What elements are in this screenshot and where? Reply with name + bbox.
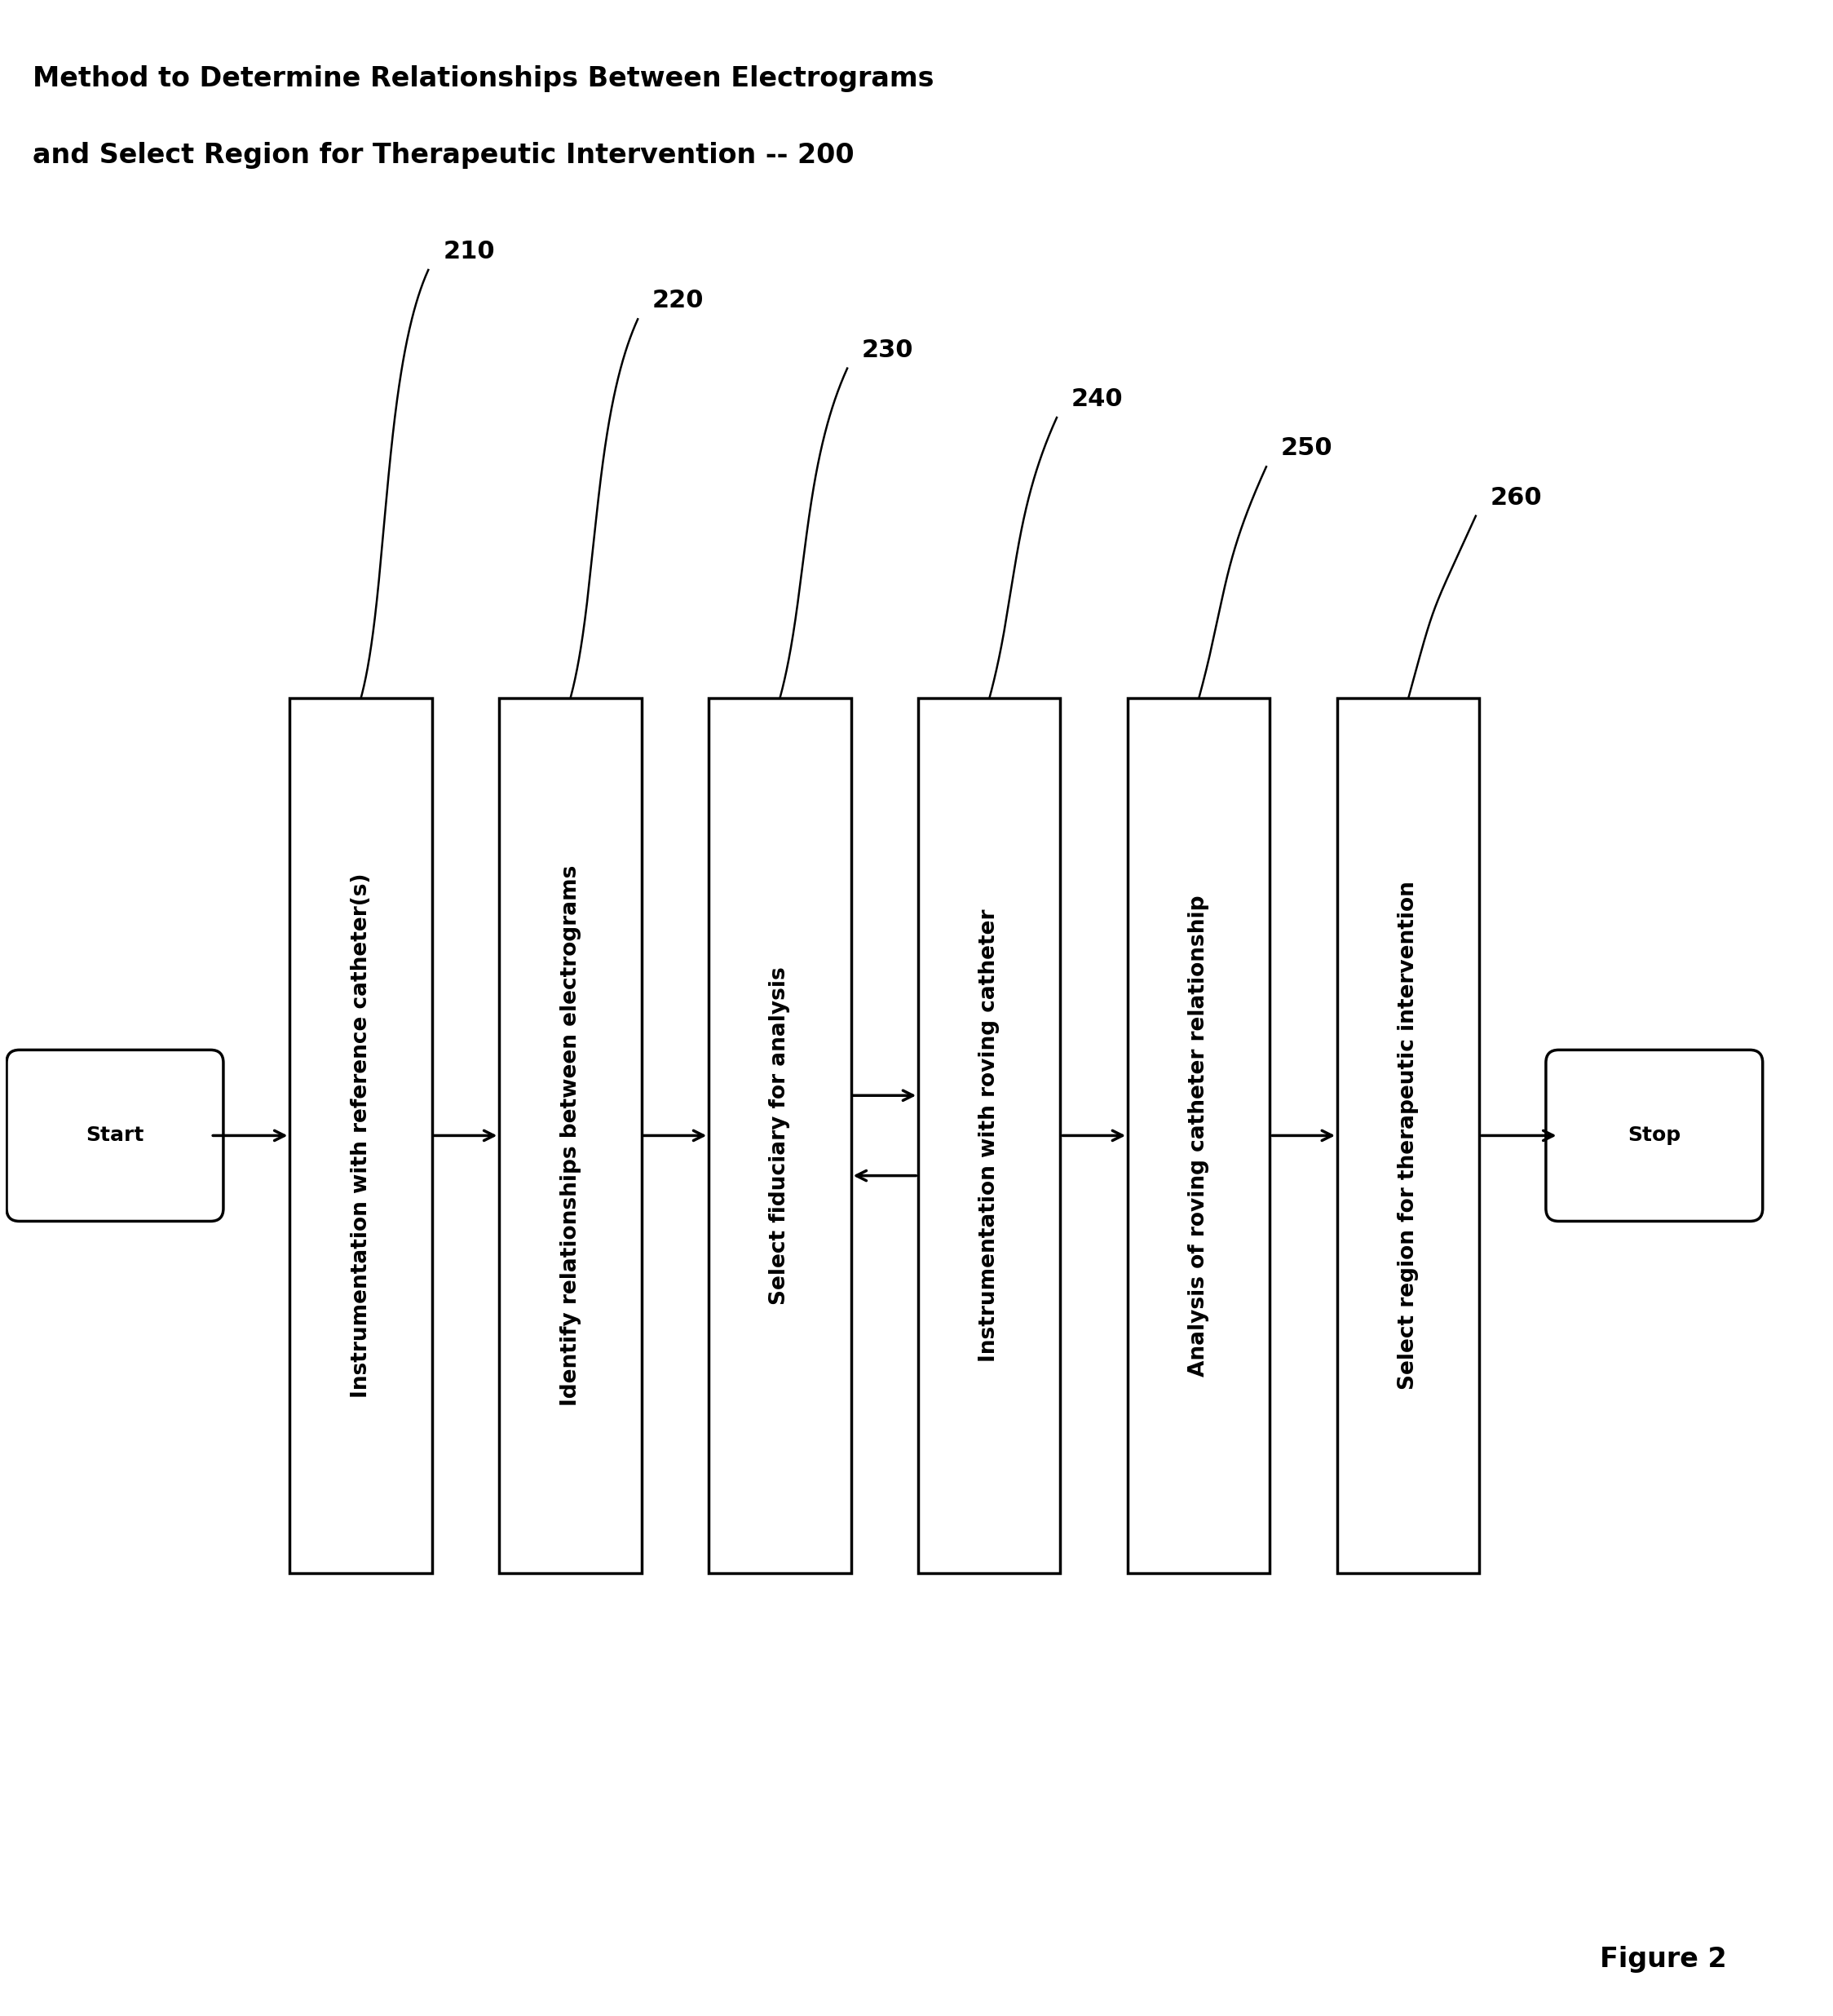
- Text: Analysis of roving catheter relationship: Analysis of roving catheter relationship: [1188, 895, 1210, 1377]
- Text: Identify relationships between electrograms: Identify relationships between electrogr…: [559, 865, 581, 1405]
- Text: 210: 210: [444, 240, 495, 264]
- Text: 220: 220: [653, 288, 704, 312]
- Text: Instrumentation with roving catheter: Instrumentation with roving catheter: [979, 909, 1001, 1363]
- Text: Figure 2: Figure 2: [1600, 1945, 1727, 1974]
- Bar: [499, 698, 642, 1572]
- Bar: [709, 698, 851, 1572]
- Text: 250: 250: [1281, 437, 1333, 460]
- Text: Instrumentation with reference catheter(s): Instrumentation with reference catheter(…: [350, 873, 372, 1397]
- Bar: [1338, 698, 1479, 1572]
- Text: 240: 240: [1070, 387, 1124, 411]
- FancyBboxPatch shape: [7, 1050, 224, 1222]
- Text: 230: 230: [862, 339, 913, 363]
- Text: Start: Start: [86, 1125, 145, 1145]
- Text: and Select Region for Therapeutic Intervention -- 200: and Select Region for Therapeutic Interv…: [33, 141, 854, 169]
- FancyBboxPatch shape: [1545, 1050, 1763, 1222]
- Text: 260: 260: [1490, 486, 1542, 510]
- Text: Stop: Stop: [1628, 1125, 1681, 1145]
- Bar: [290, 698, 433, 1572]
- Text: Select region for therapeutic intervention: Select region for therapeutic interventi…: [1399, 881, 1419, 1389]
- Text: Method to Determine Relationships Between Electrograms: Method to Determine Relationships Betwee…: [33, 65, 935, 93]
- Text: Select fiduciary for analysis: Select fiduciary for analysis: [770, 966, 790, 1304]
- Bar: [1127, 698, 1270, 1572]
- Bar: [918, 698, 1061, 1572]
